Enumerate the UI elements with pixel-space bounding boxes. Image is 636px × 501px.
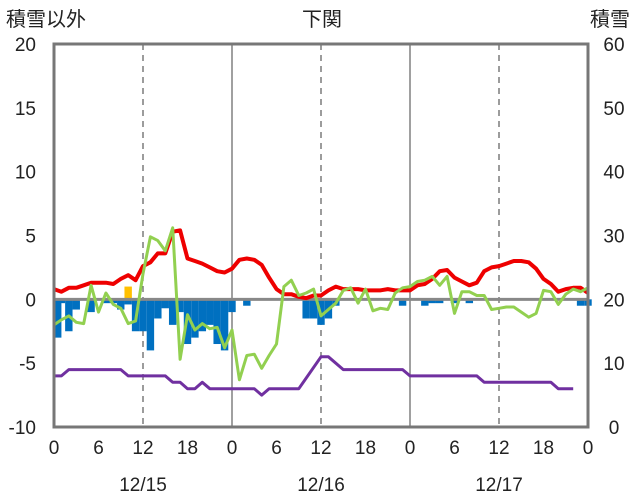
bar [124, 299, 132, 305]
date-label: 12/16 [297, 475, 345, 496]
bar [154, 299, 162, 319]
line-layer [53, 226, 590, 397]
x-tick-label: 0 [583, 438, 594, 459]
bar [302, 299, 310, 319]
date-label: 12/17 [475, 475, 523, 496]
grid-layer [142, 44, 500, 427]
right-tick-label: 30 [603, 227, 624, 248]
x-tick-label: 18 [177, 438, 198, 459]
bar [220, 299, 229, 351]
bar [146, 299, 155, 351]
bar [398, 299, 407, 306]
left-axis-label: 積雪以外 [6, 8, 86, 31]
bar [228, 299, 236, 313]
x-tick-label: 12 [310, 438, 331, 459]
bar [191, 299, 199, 338]
series-line [53, 226, 589, 382]
x-tick-label: 0 [405, 438, 416, 459]
bar [139, 299, 147, 332]
bar [206, 299, 214, 325]
bar [176, 299, 184, 313]
x-tick-label: 0 [49, 438, 60, 459]
bar [57, 299, 66, 304]
left-tick-label: 5 [25, 227, 36, 248]
bar [72, 299, 80, 310]
bar [450, 299, 459, 304]
x-tick-label: 12 [132, 438, 153, 459]
bar [309, 299, 318, 319]
bar [428, 299, 436, 304]
bar [198, 299, 207, 332]
series-line [54, 355, 574, 397]
right-tick-label: 10 [603, 354, 624, 375]
bar [161, 299, 169, 309]
bar [435, 299, 444, 304]
x-tick-label: 0 [227, 438, 238, 459]
left-tick-label: 20 [15, 35, 36, 56]
right-axis-label: 積雪 [590, 8, 630, 31]
x-tick-label: 6 [93, 438, 104, 459]
x-tick-label: 18 [355, 438, 376, 459]
right-tick-label: 40 [603, 163, 624, 184]
plot-frame [52, 42, 590, 429]
right-tick-label: 0 [609, 418, 620, 439]
bar [576, 299, 585, 306]
bar [54, 299, 62, 338]
bar [117, 299, 125, 310]
bar [109, 299, 118, 304]
bar [87, 299, 95, 313]
date-label: 12/15 [119, 475, 167, 496]
right-tick-label: 60 [603, 35, 624, 56]
left-tick-label: 10 [15, 163, 36, 184]
bar [421, 299, 429, 306]
left-tick-label: 15 [15, 99, 36, 120]
x-tick-label: 6 [449, 438, 460, 459]
left-tick-label: -5 [19, 354, 36, 375]
series-line [53, 228, 590, 301]
x-tick-label: 18 [533, 438, 554, 459]
x-tick-label: 6 [271, 438, 282, 459]
right-tick-label: 50 [603, 99, 624, 120]
x-tick-label: 12 [488, 438, 509, 459]
left-tick-label: 0 [25, 290, 36, 311]
bar [124, 286, 132, 300]
left-tick-label: -10 [9, 418, 36, 439]
bar [213, 299, 221, 345]
bar [168, 299, 177, 325]
right-tick-label: 20 [603, 290, 624, 311]
chart-title: 下関 [302, 9, 342, 31]
bar [243, 299, 251, 306]
bar [465, 299, 474, 304]
bar [102, 299, 110, 304]
